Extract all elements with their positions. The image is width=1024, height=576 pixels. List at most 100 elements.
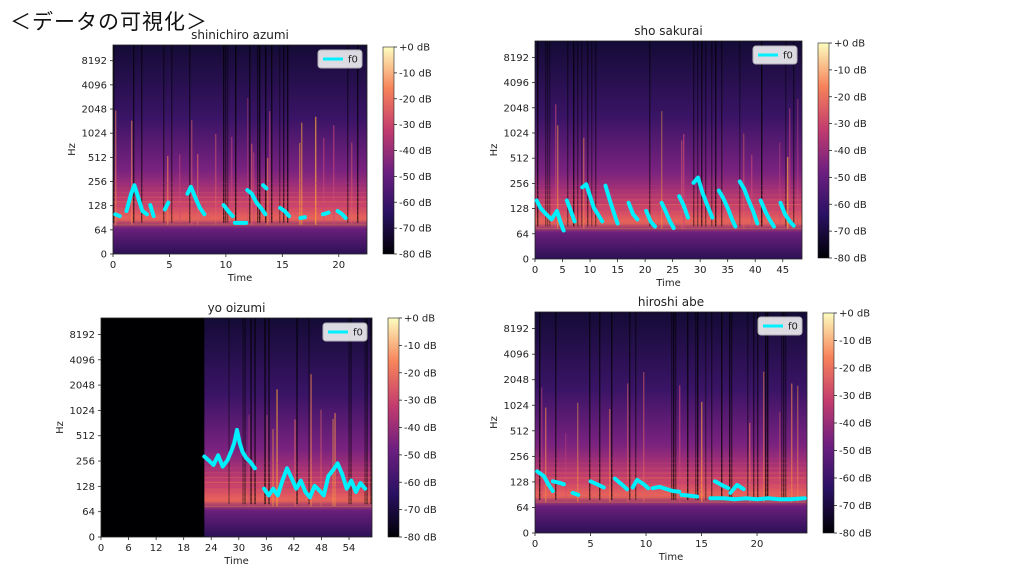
harmonic-band xyxy=(535,228,802,230)
dark-streak xyxy=(350,318,352,505)
harmonic-band xyxy=(204,462,372,464)
harmonic-band xyxy=(113,196,367,198)
dark-streak xyxy=(611,312,613,500)
dark-streak xyxy=(761,41,763,227)
y-tick-label: 8192 xyxy=(504,324,529,335)
colorbar-tick-label: -30 dB xyxy=(404,396,437,407)
harmonic-band xyxy=(204,501,372,503)
spectrogram-texture xyxy=(535,312,807,503)
x-tick-label: 30 xyxy=(694,265,707,276)
dark-streak xyxy=(591,41,593,227)
colorbar-tick-label: +0 dB xyxy=(834,39,865,50)
y-tick-label: 64 xyxy=(516,503,529,514)
harmonic-band xyxy=(113,224,367,226)
spectrogram-texture xyxy=(535,41,802,230)
x-tick-label: 54 xyxy=(343,543,356,554)
colorbar-tick-label: -60 dB xyxy=(404,478,437,489)
bright-streak xyxy=(294,419,296,507)
bright-streak xyxy=(351,142,353,225)
colorbar-tick-label: -60 dB xyxy=(834,200,867,211)
dark-streak xyxy=(271,45,273,223)
bright-streak xyxy=(299,142,301,225)
f0-series xyxy=(113,183,348,225)
dark-streak xyxy=(705,312,707,500)
bright-streak xyxy=(643,372,645,503)
dark-streak xyxy=(739,41,741,227)
y-tick-label: 128 xyxy=(88,201,107,212)
bright-streak xyxy=(115,110,117,225)
bright-streak xyxy=(167,156,169,225)
dark-streak xyxy=(673,312,675,500)
colorbar-tick-label: -40 dB xyxy=(834,146,867,157)
x-tick-label: 45 xyxy=(776,265,789,276)
harmonic-band xyxy=(204,476,372,479)
bright-streak xyxy=(701,401,703,503)
spectrogram-panel: hiroshi abe 0 64 128 256 512 1024 2048 4096 8192 0… xyxy=(489,295,872,563)
dark-streak xyxy=(635,312,637,500)
f0-series xyxy=(535,469,807,502)
legend-label: f0 xyxy=(353,328,363,339)
colorbar: +0 dB -10 dB -20 dB -30 dB -40 dB -50 dB -60 d… xyxy=(817,39,867,265)
f0-line xyxy=(113,212,122,219)
x-tick-label: 24 xyxy=(205,543,218,554)
dark-streak xyxy=(283,45,285,223)
colorbar-tick-label: -50 dB xyxy=(834,173,867,184)
f0-line xyxy=(221,203,235,219)
f0-line xyxy=(185,184,207,217)
harmonic-band xyxy=(113,205,367,208)
f0-line xyxy=(535,469,555,493)
bright-streak xyxy=(320,409,322,507)
dark-streak xyxy=(249,45,251,223)
colorbar-tick-label: -10 dB xyxy=(834,65,867,76)
silent-region xyxy=(101,318,205,537)
dark-streak xyxy=(227,45,229,223)
dark-streak xyxy=(721,312,723,500)
bright-streak xyxy=(661,111,663,229)
dark-streak xyxy=(731,312,733,500)
harmonic-band xyxy=(535,457,807,460)
dark-streak xyxy=(701,41,703,227)
colorbar-tick-label: -30 dB xyxy=(399,120,432,131)
colorbar: +0 dB -10 dB -20 dB -30 dB -40 dB -50 dB -60 d… xyxy=(822,309,872,540)
y-tick-label: 2048 xyxy=(504,375,529,386)
harmonic-band xyxy=(113,210,367,212)
colorbar-gradient xyxy=(382,46,395,255)
bright-streak xyxy=(334,413,336,507)
harmonic-band xyxy=(535,501,807,503)
x-tick-label: 18 xyxy=(177,543,190,554)
y-tick-label: 1024 xyxy=(504,128,529,139)
colorbar-tick-label: -10 dB xyxy=(404,341,437,352)
x-axis-label: Time xyxy=(655,278,680,289)
harmonic-band xyxy=(204,481,372,484)
bright-streak xyxy=(545,407,547,503)
colorbar-tick-label: -60 dB xyxy=(839,474,872,485)
colorbar: +0 dB -10 dB -20 dB -30 dB -40 dB -50 dB -60 d… xyxy=(387,314,437,544)
f0-line xyxy=(679,492,700,499)
bright-streak xyxy=(797,385,799,503)
bright-streak xyxy=(555,104,557,229)
bright-streak xyxy=(541,387,543,503)
dark-streak xyxy=(721,41,723,227)
colorbar-tick-label: -60 dB xyxy=(399,198,432,209)
dark-streak xyxy=(259,45,261,223)
colorbar-tick-label: -20 dB xyxy=(834,92,867,103)
x-axis-label: Time xyxy=(227,273,252,284)
colorbar-tick-label: -50 dB xyxy=(404,450,437,461)
x-tick-label: 0 xyxy=(98,543,104,554)
dark-streak xyxy=(793,41,795,227)
x-tick-label: 0 xyxy=(532,539,538,550)
y-tick-label: 256 xyxy=(76,457,95,468)
dark-streak xyxy=(781,312,783,500)
colorbar: +0 dB -10 dB -20 dB -30 dB -40 dB -50 dB -60 d… xyxy=(382,43,432,261)
y-axis-label: Hz xyxy=(489,416,500,429)
dark-streak xyxy=(729,312,731,500)
legend: f0 xyxy=(322,322,368,342)
y-tick-label: 0 xyxy=(523,255,529,266)
harmonic-band xyxy=(113,187,367,189)
dark-streak xyxy=(783,312,785,500)
bright-streak xyxy=(583,137,585,229)
dark-streak xyxy=(228,318,230,505)
dark-streak xyxy=(687,312,689,500)
legend: f0 xyxy=(752,45,798,65)
dark-streak xyxy=(163,45,165,223)
